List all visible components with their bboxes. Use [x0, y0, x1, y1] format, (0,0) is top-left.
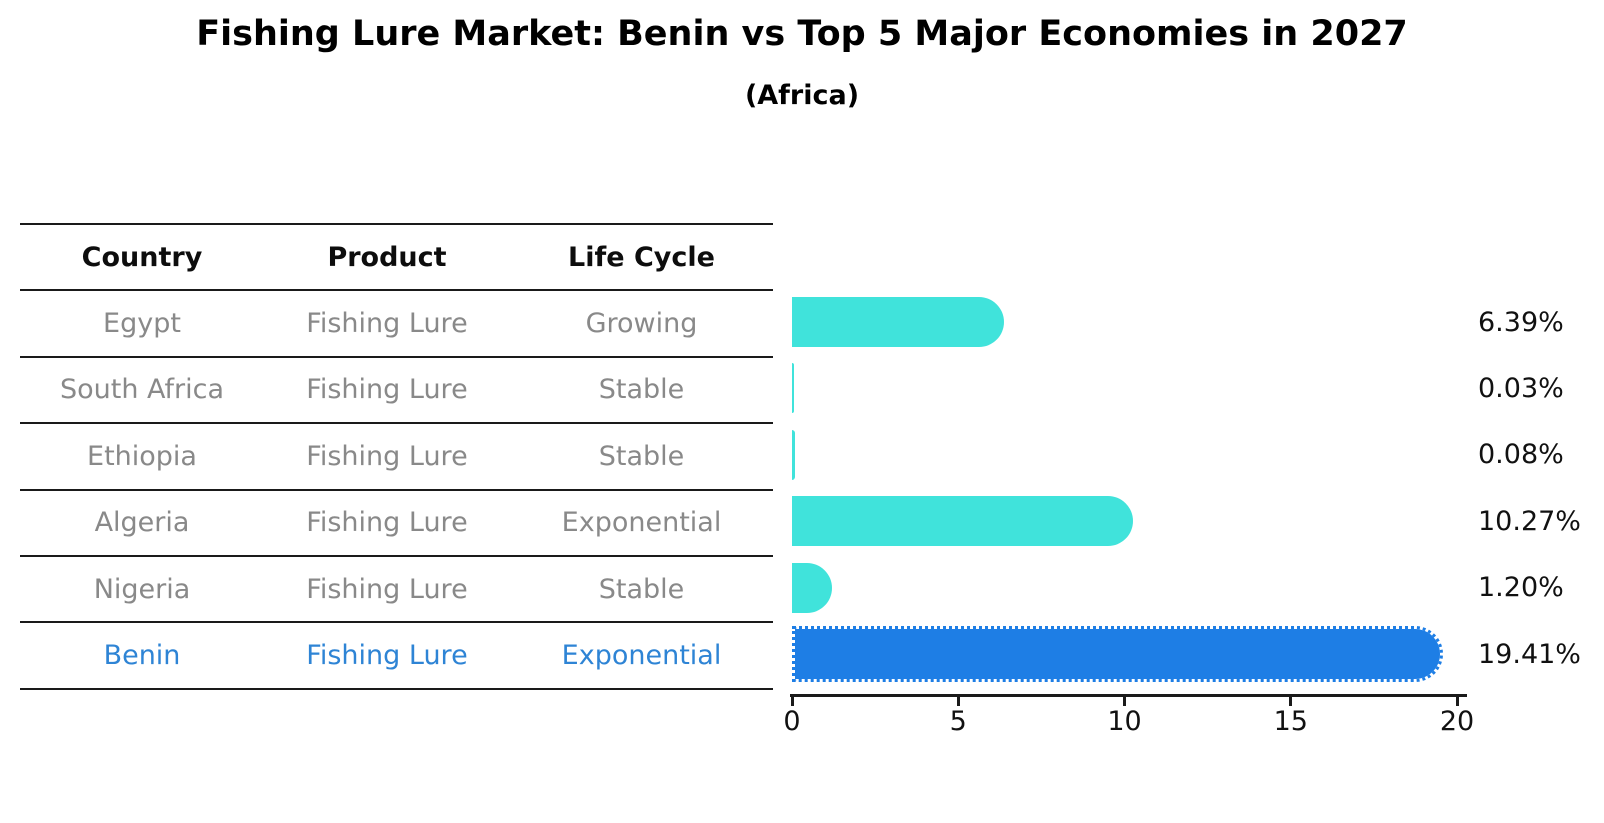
x-tick-label-20: 20	[1439, 706, 1475, 737]
x-tick-mark-10	[1123, 697, 1126, 706]
table-row-nigeria: Nigeria Fishing Lure Stable	[20, 554, 773, 621]
bar-ethiopia	[792, 429, 795, 480]
cell-product: Fishing Lure	[306, 507, 468, 539]
cell-life-cycle: Stable	[598, 374, 685, 406]
cell-country: Nigeria	[93, 573, 191, 605]
table-row-benin: Benin Fishing Lure Exponential	[20, 621, 773, 687]
country-table: Country Product Life Cycle Egypt Fishing …	[20, 223, 773, 690]
x-tick-mark-5	[956, 697, 960, 706]
x-axis-line	[790, 694, 1467, 697]
value-label-ethiopia: 0.08%	[1478, 439, 1564, 471]
cell-country: Algeria	[94, 507, 190, 539]
cell-country: Benin	[103, 640, 181, 672]
cell-country: Egypt	[103, 308, 181, 340]
x-axis: 0 5 10 15 20	[783, 694, 1490, 742]
bar-benin	[792, 626, 1444, 682]
bar-south-africa	[792, 363, 794, 414]
column-header-product: Product	[327, 241, 447, 273]
bar-algeria	[792, 496, 1134, 547]
cell-life-cycle: Exponential	[561, 640, 722, 672]
value-label-algeria: 10.27%	[1478, 505, 1581, 537]
bar-row-algeria	[792, 488, 1457, 554]
x-tick-label-0: 0	[783, 706, 801, 737]
bar-plot-area	[792, 289, 1457, 688]
bar-row-ethiopia	[792, 422, 1457, 488]
bar-row-egypt	[792, 289, 1457, 355]
x-tick-label-15: 15	[1273, 706, 1308, 737]
table-header-row: Country Product Life Cycle	[20, 223, 773, 289]
value-label-egypt: 6.39%	[1478, 306, 1564, 338]
cell-country: South Africa	[59, 374, 225, 406]
cell-life-cycle: Exponential	[561, 507, 722, 539]
bar-nigeria	[792, 562, 832, 613]
value-label-south-africa: 0.03%	[1478, 373, 1564, 405]
x-tick-label-5: 5	[949, 706, 967, 737]
x-tick-mark-15	[1289, 697, 1293, 706]
cell-product: Fishing Lure	[306, 308, 468, 340]
value-label-benin: 19.41%	[1478, 638, 1581, 670]
cell-life-cycle: Stable	[598, 440, 685, 472]
cell-product: Fishing Lure	[306, 374, 468, 406]
table-row-algeria: Algeria Fishing Lure Exponential	[20, 488, 773, 555]
table-row-egypt: Egypt Fishing Lure Growing	[20, 289, 773, 355]
table-row-ethiopia: Ethiopia Fishing Lure Stable	[20, 422, 773, 488]
bar-row-benin	[792, 621, 1457, 687]
cell-product: Fishing Lure	[306, 573, 468, 605]
x-tick-mark-20	[1455, 697, 1459, 706]
chart-subtitle: (Africa)	[744, 80, 860, 111]
bar-row-south-africa	[792, 355, 1457, 421]
cell-life-cycle: Growing	[585, 308, 698, 340]
x-tick-label-10: 10	[1107, 706, 1142, 737]
x-tick-mark-0	[790, 697, 794, 706]
value-label-nigeria: 1.20%	[1478, 572, 1564, 604]
table-row-south-africa: South Africa Fishing Lure Stable	[20, 355, 773, 422]
cell-product: Fishing Lure	[306, 440, 468, 472]
cell-product: Fishing Lure	[306, 640, 468, 672]
cell-country: Ethiopia	[87, 440, 197, 472]
column-header-life-cycle: Life Cycle	[568, 241, 715, 273]
bar-egypt	[792, 297, 1005, 347]
column-header-country: Country	[81, 241, 203, 273]
bar-row-nigeria	[792, 555, 1457, 621]
cell-life-cycle: Stable	[598, 573, 685, 605]
chart-title: Fishing Lure Market: Benin vs Top 5 Majo…	[196, 14, 1408, 54]
